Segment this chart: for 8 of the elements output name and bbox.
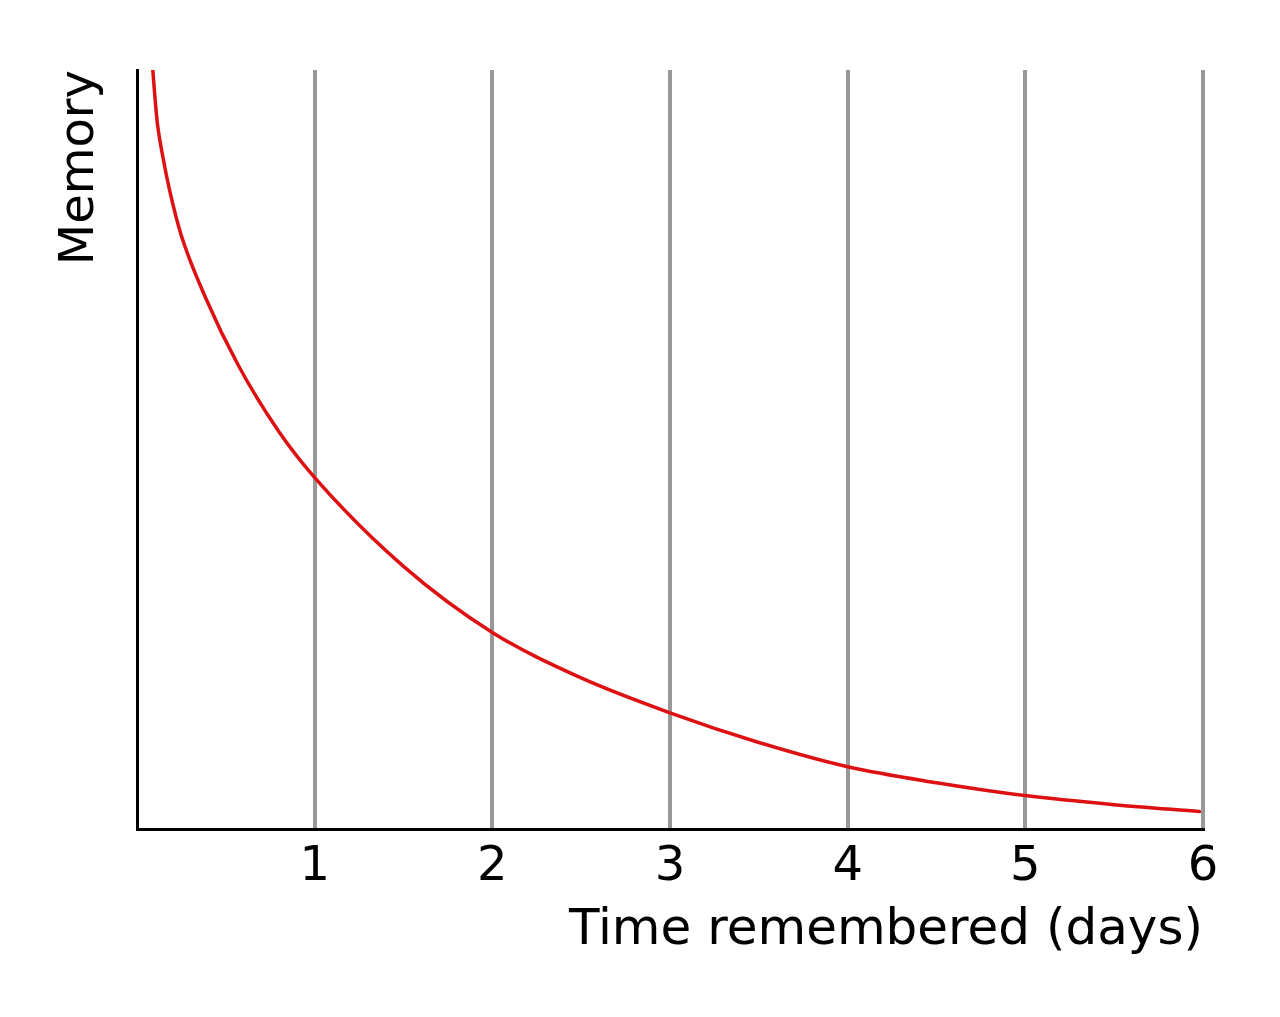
x-tick-label: 3 (654, 835, 686, 892)
x-tick-label: 4 (832, 835, 863, 892)
x-tick-label: 1 (299, 835, 330, 892)
x-tick-label: 6 (1187, 835, 1219, 892)
x-tick-label: 5 (1010, 835, 1041, 892)
x-axis-title: Time remembered (days) (567, 897, 1203, 956)
x-tick-label: 2 (477, 835, 508, 892)
y-axis-title: Memory (48, 70, 105, 266)
